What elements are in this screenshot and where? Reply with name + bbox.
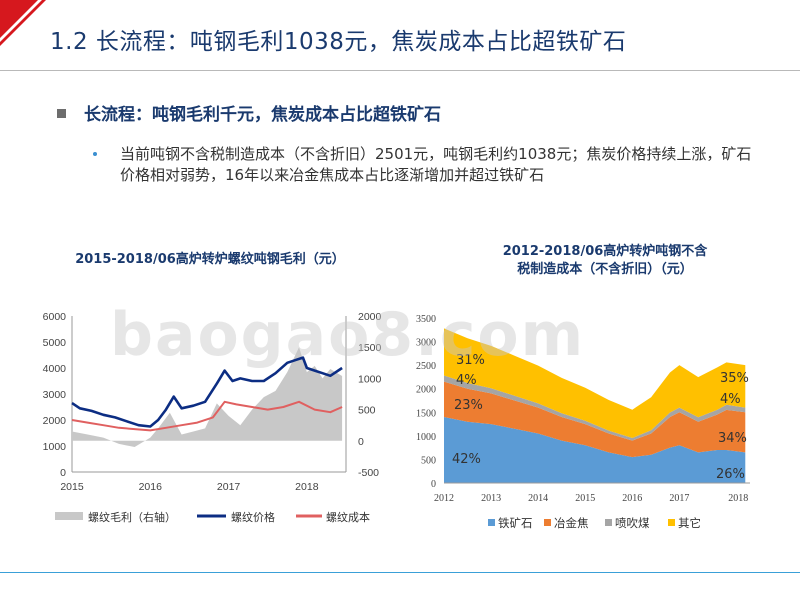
chart1-price-line (71, 356, 343, 428)
margin-price-chart: 6000500040003000200010000200015001000500… (43, 311, 382, 524)
chart2-title-line2: 税制造成本（不含折旧）（元） (517, 262, 693, 277)
chart2-x-tick-label: 2015 (575, 493, 595, 504)
chart2-legend-label: 冶金焦 (554, 516, 589, 530)
chart1-x-tick-label: 2016 (139, 481, 163, 493)
dot-bullet-icon (93, 152, 97, 156)
chart2-legend-label: 其它 (678, 516, 701, 530)
chart2-y-tick-label: 1000 (416, 432, 436, 443)
chart2-legend-swatch (605, 519, 612, 526)
chart1-cost-line (71, 400, 343, 432)
chart1-legend-label: 螺纹毛利（右轴） (88, 510, 176, 524)
chart1-legend-swatch-margin (55, 512, 83, 520)
chart1-right-tick-label: 1500 (358, 342, 382, 354)
chart1-title: 2015-2018/06高炉转炉螺纹吨钢毛利（元） (75, 252, 345, 267)
corner-accent (0, 0, 46, 46)
square-bullet-icon (57, 109, 66, 118)
chart1-right-tick-label: -500 (358, 467, 379, 479)
chart2-title: 2012-2018/06高炉转炉吨钢不含 税制造成本（不含折旧）（元） (455, 243, 755, 279)
chart1-right-tick-label: 500 (358, 405, 376, 417)
chart1-left-tick-label: 6000 (43, 311, 67, 323)
chart2-area-coke (444, 381, 746, 458)
corner-red-stripe (0, 0, 46, 46)
chart2-y-tick-label: 500 (421, 455, 436, 466)
chart2-pct-label-2018: 4% (720, 392, 741, 407)
chart1-right-tick-label: 2000 (358, 311, 382, 323)
chart2-legend-swatch (544, 519, 551, 526)
chart2-pct-label-2018: 34% (718, 431, 747, 446)
section-subheading: 长流程：吨钢毛利千元，焦炭成本占比超铁矿石 (84, 105, 441, 125)
chart2-pct-label-2012: 4% (456, 373, 477, 388)
chart2-y-tick-label: 3000 (416, 338, 436, 349)
chart1-left-tick-label: 0 (60, 467, 66, 479)
chart2-title-line1: 2012-2018/06高炉转炉吨钢不含 (502, 244, 708, 259)
chart2-pct-label-2012: 31% (456, 353, 485, 368)
chart2-pct-label-2018: 35% (720, 371, 749, 386)
chart1-left-tick-label: 5000 (43, 337, 67, 349)
chart2-x-tick-label: 2014 (528, 493, 548, 504)
chart2-pct-label-2018: 26% (716, 467, 745, 482)
chart2-legend-label: 喷吹煤 (615, 516, 650, 530)
chart2-x-tick-label: 2012 (434, 493, 454, 504)
chart2-y-tick-label: 1500 (416, 408, 436, 419)
chart2-legend-swatch (488, 519, 495, 526)
chart2-y-tick-label: 2500 (416, 361, 436, 372)
slide-title: 1.2 长流程：吨钢毛利1038元，焦炭成本占比超铁矿石 (50, 29, 627, 55)
chart2-area-pci (444, 375, 746, 441)
chart2-x-tick-label: 2016 (622, 493, 642, 504)
chart2-area-other (444, 328, 746, 438)
chart1-legend-label: 螺纹成本 (326, 510, 370, 524)
chart1-x-tick-label: 2015 (60, 481, 84, 493)
chart2-x-tick-label: 2018 (728, 493, 748, 504)
body-paragraph: 当前吨钢不含税制造成本（不含折旧）2501元，吨钢毛利约1038元；焦炭价格持续… (120, 145, 752, 184)
chart1-x-tick-label: 2018 (295, 481, 319, 493)
chart1-left-tick-label: 1000 (43, 441, 67, 453)
chart2-x-tick-label: 2017 (669, 493, 689, 504)
chart2-area-ore (444, 417, 746, 483)
title-divider (0, 70, 800, 71)
corner-red-triangle (0, 0, 38, 38)
chart1-left-tick-label: 3000 (43, 389, 67, 401)
chart1-x-tick-label: 2017 (217, 481, 241, 493)
chart2-legend-label: 铁矿石 (498, 516, 533, 530)
chart2-y-tick-label: 0 (431, 479, 436, 490)
chart1-right-tick-label: 1000 (358, 373, 382, 385)
chart2-pct-label-2012: 23% (454, 398, 483, 413)
chart1-margin-area (72, 347, 343, 448)
chart1-left-tick-label: 2000 (43, 415, 67, 427)
chart1-left-tick-label: 4000 (43, 363, 67, 375)
watermark: baogao8.com (110, 300, 586, 370)
chart2-pct-label-2012: 42% (452, 452, 481, 467)
chart2-legend-swatch (668, 519, 675, 526)
chart2-y-tick-label: 3500 (416, 314, 436, 325)
bottom-divider (0, 572, 800, 573)
chart2-x-tick-label: 2013 (481, 493, 501, 504)
chart1-legend-label: 螺纹价格 (231, 510, 275, 524)
chart1-right-tick-label: 0 (358, 436, 364, 448)
cost-composition-chart: 3500 3000 2500 2000 1500 1000 500 0 2012 2013 2014… (416, 314, 750, 530)
chart2-y-tick-label: 2000 (416, 385, 436, 396)
